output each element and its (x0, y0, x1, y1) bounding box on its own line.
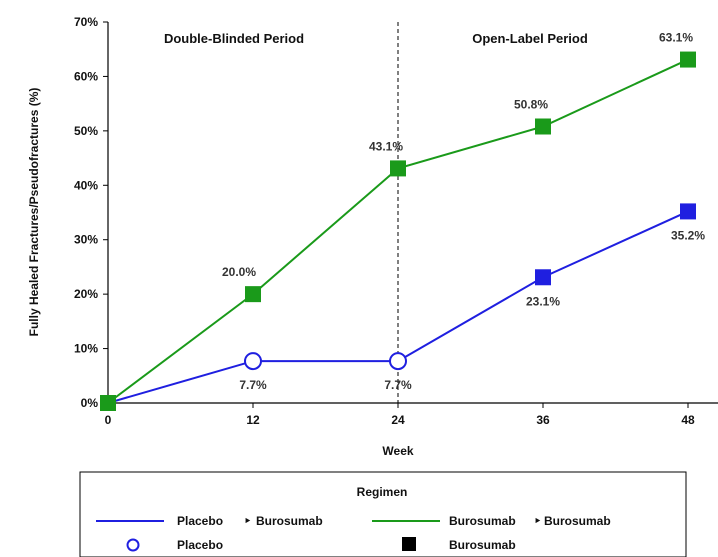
y-tick-label: 30% (74, 233, 98, 247)
data-point (245, 286, 261, 303)
y-axis-title: Fully Healed Fractures/Pseudofractures (… (27, 88, 41, 337)
x-tick-label: 48 (681, 413, 695, 427)
data-label: 63.1% (659, 31, 693, 45)
data-label: 7.7% (239, 378, 267, 392)
legend-marker-open-circle (126, 538, 140, 552)
legend-label-burosumab-1: Burosumab (256, 514, 323, 528)
legend-label-placebo-marker: Placebo (177, 538, 223, 552)
legend-label-placebo: Placebo (177, 514, 223, 528)
data-point (535, 269, 551, 286)
data-label: 7.7% (384, 378, 412, 392)
period-label-double-blinded: Double-Blinded Period (164, 31, 304, 46)
legend-label-burosumab-3: Burosumab (544, 514, 611, 528)
legend-marker-filled-square (402, 537, 416, 551)
data-label: 43.1% (369, 139, 403, 153)
x-tick-label: 0 (105, 413, 112, 427)
y-tick-label: 70% (74, 15, 98, 29)
data-point (535, 118, 551, 135)
legend-label-burosumab-marker: Burosumab (449, 538, 516, 552)
data-labels: 7.7% 7.7% 23.1% 35.2% 20.0% 43.1% 50.8% 63.1% (222, 31, 705, 393)
data-point (680, 203, 696, 220)
y-tick-label: 20% (74, 287, 98, 301)
x-tick-label: 36 (536, 413, 550, 427)
legend: Regimen Placebo ‣ Burosumab Burosumab ‣ … (79, 471, 687, 557)
x-tick-label: 12 (246, 413, 260, 427)
x-ticks: 0 12 24 36 48 (105, 403, 695, 427)
data-label: 35.2% (671, 228, 705, 242)
data-label: 20.0% (222, 265, 256, 279)
y-tick-label: 10% (74, 342, 98, 356)
data-point (389, 352, 407, 371)
x-tick-label: 24 (391, 413, 405, 427)
data-point (390, 160, 406, 177)
y-ticks: 0% 10% 20% 30% 40% 50% 60% 70% (74, 15, 108, 410)
period-label-open-label: Open-Label Period (472, 31, 588, 46)
y-tick-label: 0% (81, 396, 99, 410)
data-label: 50.8% (514, 98, 548, 112)
y-tick-label: 60% (74, 69, 98, 83)
series-layer (100, 51, 696, 411)
legend-title: Regimen (357, 485, 408, 499)
data-label: 23.1% (526, 294, 560, 308)
y-tick-label: 40% (74, 178, 98, 192)
data-point (100, 395, 116, 411)
legend-arrow-2: ‣ (534, 514, 541, 528)
legend-label-burosumab-2: Burosumab (449, 514, 516, 528)
legend-box (79, 471, 687, 557)
data-point (244, 352, 262, 371)
x-axis-title: Week (382, 444, 413, 458)
data-point (680, 51, 696, 68)
legend-arrow-1: ‣ (244, 514, 251, 528)
y-tick-label: 50% (74, 124, 98, 138)
